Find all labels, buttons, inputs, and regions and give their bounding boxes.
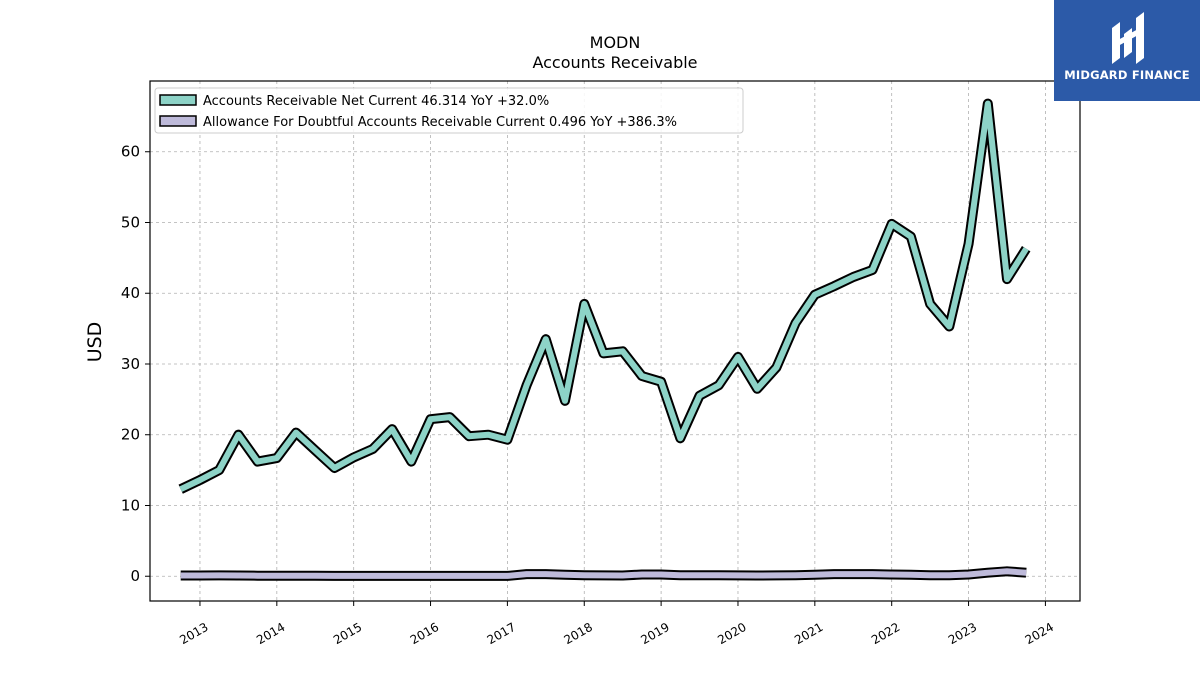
allowance-line xyxy=(180,566,1027,581)
chart-subtitle: Accounts Receivable xyxy=(532,53,697,72)
y-tick-label: 50 xyxy=(121,213,140,231)
x-tick-label: 2023 xyxy=(946,620,979,647)
series-outline xyxy=(178,98,1031,494)
y-tick-label: 60 xyxy=(121,143,140,161)
logo-text: MIDGARD FINANCE xyxy=(1064,68,1190,82)
x-tick-label: 2022 xyxy=(869,620,902,647)
y-axis-label: USD xyxy=(84,322,106,363)
legend: Accounts Receivable Net Current 46.314 Y… xyxy=(154,87,744,134)
plot-frame xyxy=(149,80,1081,602)
x-tick-label: 2015 xyxy=(331,620,364,647)
series-layer xyxy=(178,98,1031,581)
x-tick-label: 2017 xyxy=(485,620,518,647)
legend-label-accounts-receivable: Accounts Receivable Net Current 46.314 Y… xyxy=(203,94,549,109)
x-tick-label: 2018 xyxy=(562,620,595,647)
x-tick-label: 2020 xyxy=(715,620,748,647)
y-tick-label: 10 xyxy=(121,496,140,514)
x-tick-label: 2024 xyxy=(1023,620,1056,647)
legend-swatch-accounts-receivable xyxy=(159,94,197,106)
y-tick-label: 30 xyxy=(121,355,140,373)
accounts-receivable-line xyxy=(178,98,1031,494)
midgard-finance-logo: MIDGARD FINANCE xyxy=(1054,0,1200,101)
series-fill-line xyxy=(179,100,1029,492)
y-tick-label: 0 xyxy=(130,567,140,585)
chart-title: MODN xyxy=(590,33,641,52)
y-tick-label: 20 xyxy=(121,426,140,444)
x-tick-label: 2021 xyxy=(792,620,825,647)
grid xyxy=(150,81,1080,601)
y-tick-label: 40 xyxy=(121,284,140,302)
legend-swatch-allowance xyxy=(159,115,197,127)
x-tick-label: 2014 xyxy=(254,620,287,647)
x-tick-label: 2016 xyxy=(408,620,441,647)
logo-mark-icon xyxy=(1112,12,1144,64)
x-tick-label: 2013 xyxy=(177,620,210,647)
legend-box xyxy=(154,87,744,134)
x-tick-label: 2019 xyxy=(638,620,671,647)
legend-label-allowance: Allowance For Doubtful Accounts Receivab… xyxy=(203,115,677,130)
series-fill-line xyxy=(180,568,1027,579)
